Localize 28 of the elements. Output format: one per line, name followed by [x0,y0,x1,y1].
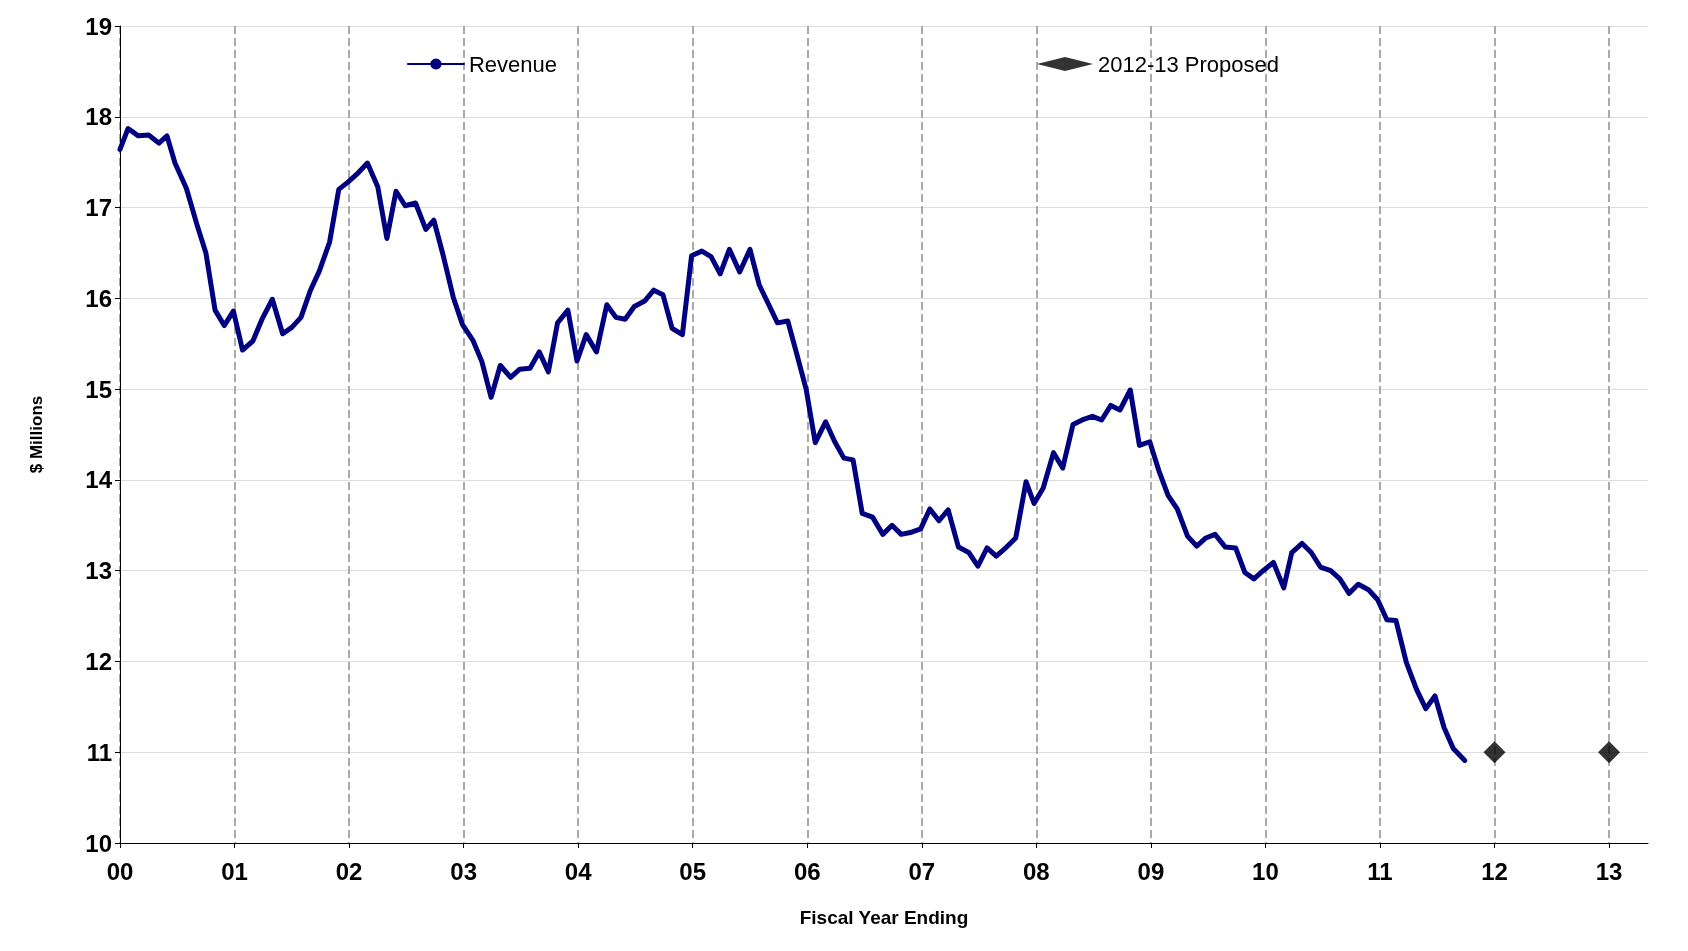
x-tick-label: 10 [1252,857,1279,885]
y-tick-label: 19 [85,12,112,40]
x-tick-label: 00 [106,857,134,885]
legend-label: 2012-13 Proposed [1098,51,1280,77]
x-tick-label: 13 [1595,857,1623,885]
x-tick-label: 11 [1367,857,1393,885]
y-tick-label: 12 [85,647,112,675]
legend-label: Revenue [468,51,558,77]
x-tick-label: 07 [908,857,936,885]
y-tick-label: 10 [85,829,112,857]
x-tick-label: 02 [335,857,363,885]
y-tick-label: 17 [85,194,112,222]
y-tick-label: 15 [85,375,112,403]
y-tick-label: 14 [85,466,113,494]
x-tick-label: 06 [793,857,821,885]
y-tick-label: 13 [85,557,112,585]
x-tick-label: 12 [1481,857,1508,885]
x-tick-label: 05 [679,857,707,885]
y-axis-title: $ Millions [27,395,46,474]
x-tick-label: 04 [564,857,593,885]
x-tick-label: 09 [1137,857,1165,885]
y-tick-label: 18 [85,103,112,131]
x-tick-label: 01 [221,857,248,885]
x-tick-label: 08 [1022,857,1050,885]
x-axis-title: Fiscal Year Ending [799,907,969,928]
y-tick-label: 16 [85,284,112,312]
x-tick-label: 03 [450,857,477,885]
y-tick-label: 11 [86,738,112,766]
